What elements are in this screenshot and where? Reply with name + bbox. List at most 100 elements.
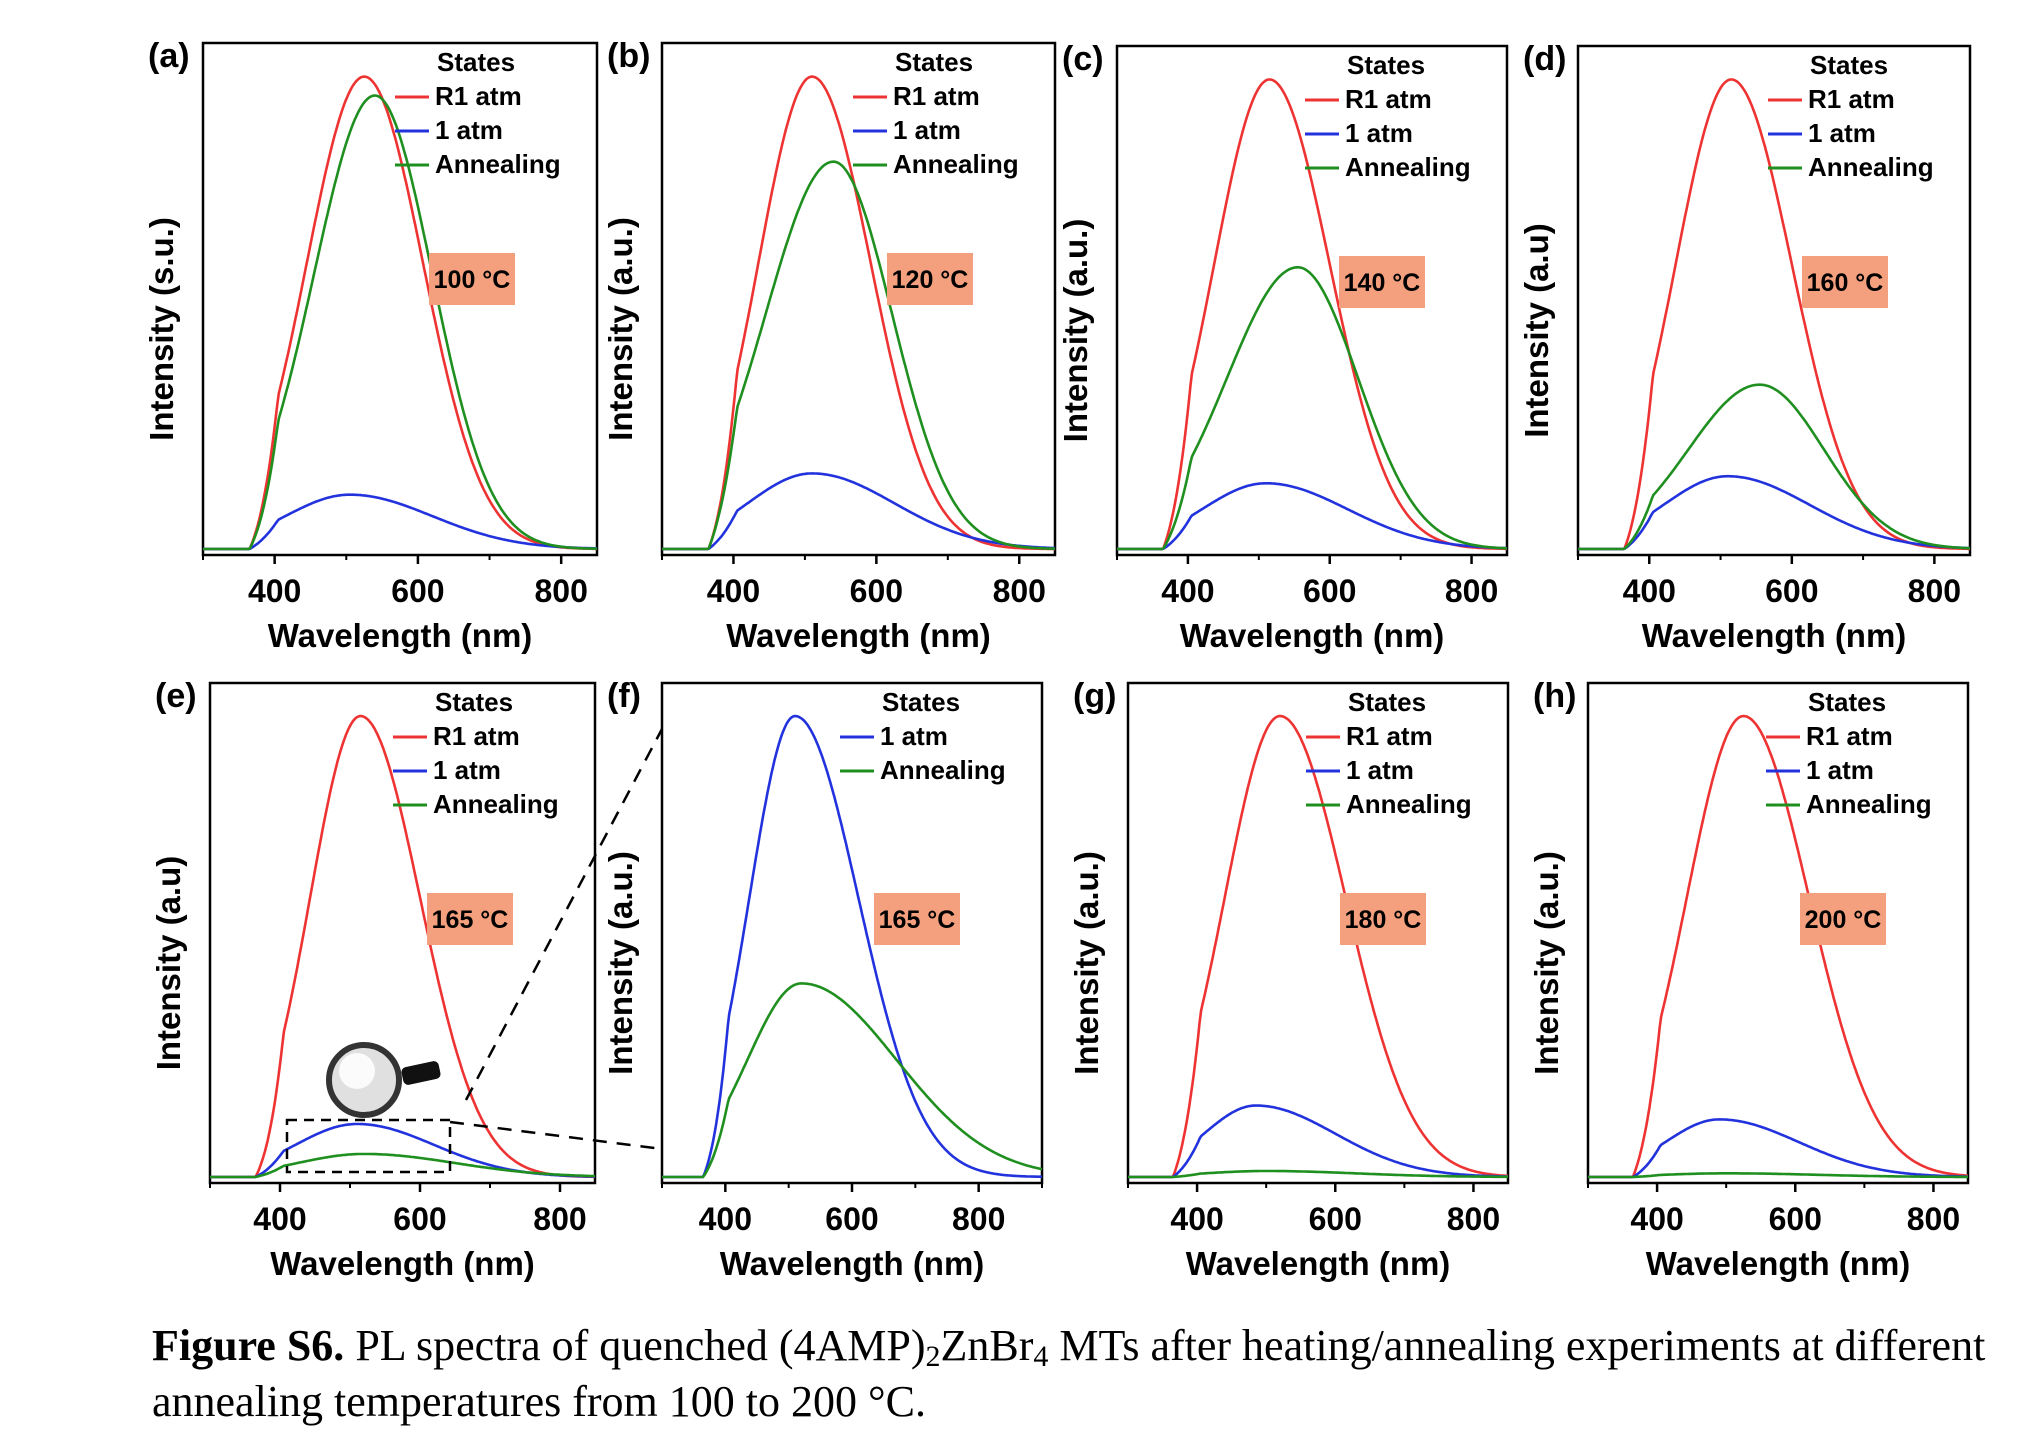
y-axis-label-c: Intensity (a.u.) [1057,219,1094,443]
x-tick-label-g-600: 600 [1309,1201,1362,1237]
x-tick-label-g-800: 800 [1447,1201,1500,1237]
series-1-atm-d [1578,474,1971,551]
x-tick-label-c-600: 600 [1303,573,1356,609]
legend-label-r1-atm-c: R1 atm [1345,84,1432,114]
temperature-box-f [874,893,960,945]
legend-label-annealing-g: Annealing [1346,789,1472,819]
x-tick-label-e-600: 600 [393,1201,446,1237]
series-1-atm-b [662,472,1055,551]
legend-label-r1-atm-e: R1 atm [433,721,520,751]
y-axis-label-d: Intensity (a.u) [1518,223,1555,438]
temperature-label-h: 200 °C [1805,906,1882,934]
legend-label-annealing-f: Annealing [880,755,1006,785]
x-tick-label-d-400: 400 [1623,573,1676,609]
series-annealing-h [1588,1172,1968,1179]
series-r1-atm-c [1117,78,1507,551]
x-tick-label-a-600: 600 [391,573,444,609]
y-axis-label-f: Intensity (a.u.) [602,851,639,1075]
x-axis-label-h: Wavelength (nm) [1646,1245,1911,1282]
x-tick-label-e-800: 800 [533,1201,586,1237]
x-tick-label-h-600: 600 [1769,1201,1822,1237]
temperature-label-e: 165 °C [432,906,509,934]
panel-e: 400 600 800 Wavelength (nm) Intensity (a.u) (… [150,677,597,1282]
y-axis-label-b: Intensity (a.u.) [602,217,639,441]
temperature-box-b [887,253,973,305]
x-axis-label-c: Wavelength (nm) [1180,617,1445,654]
zoom-connector-bottom [449,1120,663,1151]
x-tick-label-b-600: 600 [850,573,903,609]
series-annealing-e [210,1152,596,1179]
y-axis-label-a: Intensity (s.u.) [143,217,180,441]
series-annealing-a [203,94,598,551]
magnifier-glare [339,1053,375,1089]
legend-label-1-atm-b: 1 atm [893,115,961,145]
temperature-label-g: 180 °C [1345,906,1422,934]
panel-label-a: (a) [148,37,190,75]
x-tick-label-d-600: 600 [1765,573,1818,609]
figure-caption: Figure S6. PL spectra of quenched (4AMP)… [152,1318,2002,1430]
temperature-box-h [1800,893,1886,945]
legend-label-annealing-h: Annealing [1806,789,1932,819]
y-axis-label-h: Intensity (a.u.) [1528,851,1565,1075]
series-1-atm-f [662,714,1043,1179]
temperature-label-f: 165 °C [879,906,956,934]
legend-label-1-atm-d: 1 atm [1808,118,1876,148]
legend-label-r1-atm-g: R1 atm [1346,721,1433,751]
series-r1-atm-b [662,75,1055,551]
plot-frame-h [1586,681,1970,1185]
zoom-annotation [285,728,664,1174]
plot-frame-e [208,681,597,1185]
series-r1-atm-h [1588,714,1969,1179]
x-axis-label-d: Wavelength (nm) [1642,617,1907,654]
x-tick-label-h-800: 800 [1907,1201,1960,1237]
temperature-box-c [1339,256,1425,308]
series-1-atm-e [210,1122,596,1179]
series-1-atm-a [203,493,597,551]
caption-label: Figure S6. [152,1321,345,1370]
legend-label-1-atm-g: 1 atm [1346,755,1414,785]
temperature-label-b: 120 °C [892,266,969,294]
legend-title-c: States [1347,50,1425,80]
x-axis-label-e: Wavelength (nm) [270,1245,535,1282]
series-r1-atm-a [203,75,597,551]
x-tick-label-d-800: 800 [1908,573,1961,609]
panel-label-d: (d) [1523,40,1566,78]
x-tick-label-f-800: 800 [952,1201,1005,1237]
legend-label-1-atm-c: 1 atm [1345,118,1413,148]
panel-label-c: (c) [1062,40,1104,78]
legend-title-g: States [1348,687,1426,717]
series-1-atm-c [1117,481,1508,551]
temperature-label-d: 160 °C [1807,269,1884,297]
panel-h: 400 600 800 Wavelength (nm) Intensity (a.u.)… [1528,677,1970,1282]
legend-label-annealing-e: Annealing [433,789,559,819]
series-1-atm-h [1588,1118,1969,1179]
x-axis-label-f: Wavelength (nm) [720,1245,985,1282]
legend-label-1-atm-f: 1 atm [880,721,948,751]
x-axis-label-b: Wavelength (nm) [726,617,991,654]
x-tick-label-h-400: 400 [1630,1201,1683,1237]
legend-label-r1-atm-d: R1 atm [1808,84,1895,114]
x-tick-label-a-800: 800 [534,573,587,609]
x-tick-label-a-400: 400 [248,573,301,609]
zoom-connector-top [464,728,664,1101]
plot-frame-a [201,41,599,557]
x-tick-label-b-800: 800 [993,573,1046,609]
plot-frame-c [1115,44,1509,557]
panel-label-e: (e) [155,677,197,715]
series-r1-atm-d [1578,78,1970,551]
panel-label-f: (f) [607,677,641,715]
temperature-box-g [1340,893,1426,945]
legend-title-f: States [882,687,960,717]
panel-g: 400 600 800 Wavelength (nm) Intensity (a.u.)… [1068,677,1510,1282]
legend-title-a: States [437,47,515,77]
temperature-box-d [1802,256,1888,308]
y-axis-label-e: Intensity (a.u) [150,856,187,1071]
magnifier-handle [401,1061,441,1085]
series-annealing-g [1128,1169,1508,1179]
legend-label-1-atm-h: 1 atm [1806,755,1874,785]
